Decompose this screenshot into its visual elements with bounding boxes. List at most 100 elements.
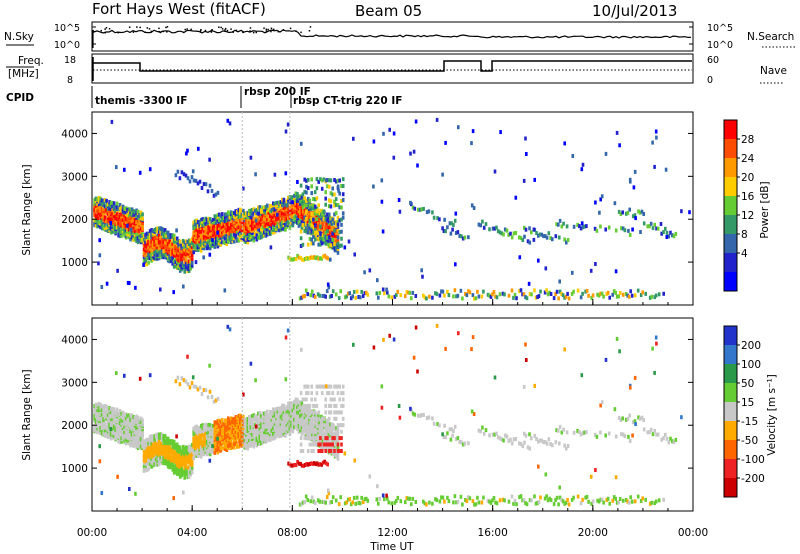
power-cell — [390, 295, 394, 300]
velocity-cell — [218, 418, 221, 423]
power-cell — [233, 222, 236, 227]
velocity-cell — [270, 419, 274, 424]
power-cell — [300, 212, 304, 217]
power-cell — [507, 293, 511, 298]
velocity-cell — [269, 432, 272, 437]
velocity-cell — [303, 415, 307, 420]
power-cell — [363, 291, 367, 296]
velocity-cell — [93, 413, 96, 418]
velocity-cell — [199, 448, 203, 453]
power-noise — [284, 171, 288, 176]
velocity-cell — [296, 405, 299, 409]
velocity-cell — [180, 461, 183, 466]
power-cell — [166, 244, 170, 249]
power-cell — [221, 217, 224, 222]
power-cell — [177, 253, 180, 258]
velocity-cell — [251, 442, 254, 447]
power-cell — [341, 198, 345, 202]
power-cell — [174, 236, 177, 241]
power-cell — [263, 217, 266, 221]
velocity-cell — [142, 468, 146, 473]
velocity-cell — [166, 441, 170, 446]
nsky-dot — [224, 29, 226, 31]
power-cell — [456, 230, 460, 235]
nsky-dot — [289, 27, 292, 30]
power-cell — [291, 207, 295, 212]
power-cell — [248, 229, 251, 233]
power-cell — [343, 295, 347, 300]
power-noise — [223, 288, 227, 293]
velocity-cell — [196, 444, 200, 449]
power-cell — [96, 214, 99, 219]
velocity-cell — [296, 401, 299, 406]
velocity-cell — [117, 427, 120, 432]
power-cell — [272, 212, 275, 217]
power-cell — [139, 234, 143, 238]
velocity-cell — [318, 426, 322, 431]
power-cell — [124, 231, 128, 236]
power-cell — [163, 228, 167, 233]
power-cell — [141, 226, 144, 231]
velocity-cell — [242, 431, 245, 436]
power-cell — [308, 198, 312, 203]
power-noise — [380, 199, 384, 204]
power-cell — [129, 223, 132, 228]
power-cell — [246, 236, 250, 241]
power-cell — [169, 255, 173, 260]
velocity-cell — [117, 423, 120, 428]
power-cell — [311, 221, 314, 226]
power-cell — [293, 193, 296, 198]
power-cell — [584, 289, 587, 294]
power-cell — [99, 200, 102, 205]
power-cell — [608, 295, 611, 300]
power-cell — [510, 288, 514, 293]
velocity-cell — [237, 413, 241, 418]
velocity-cell — [166, 436, 170, 441]
power-cell — [628, 207, 631, 212]
power-cell — [664, 226, 667, 231]
nsky-dot — [226, 29, 229, 32]
velocity-cell — [215, 444, 218, 449]
power-cell — [145, 248, 149, 253]
velocity-cell — [299, 417, 302, 421]
power-cell — [477, 222, 481, 227]
velocity-cell — [297, 400, 301, 405]
velocity-cell — [303, 433, 307, 438]
power-cell — [189, 242, 192, 247]
velocity-cell — [109, 436, 113, 441]
power-cell — [261, 217, 265, 222]
power-cell — [150, 239, 153, 244]
power-cell — [251, 217, 254, 222]
power-cell — [105, 207, 108, 212]
power-cell — [205, 231, 209, 236]
power-cell — [233, 214, 236, 219]
power-cell — [324, 230, 327, 235]
power-cell — [387, 294, 391, 299]
power-cell — [294, 213, 298, 218]
nsky-dot — [282, 29, 285, 31]
velocity-cell — [208, 428, 212, 433]
velocity-cell — [198, 443, 201, 448]
power-cell — [327, 233, 331, 238]
velocity-cell — [233, 420, 236, 425]
nsky-dot — [265, 30, 268, 32]
velocity-cell — [102, 420, 105, 425]
velocity-cell — [314, 412, 317, 417]
power-colorbar-tick-label: 24 — [741, 153, 755, 165]
power-cell — [361, 294, 365, 299]
velocity-cell — [287, 405, 290, 410]
velocity-cell — [222, 434, 226, 439]
velocity-cell — [260, 436, 263, 441]
power-cell — [317, 208, 320, 213]
power-cell — [234, 212, 238, 217]
nsky-dot — [132, 31, 135, 33]
power-cell — [192, 234, 195, 239]
power-cell — [327, 212, 331, 217]
power-cell — [193, 222, 197, 227]
power-noise — [343, 245, 347, 250]
velocity-cell — [114, 420, 117, 425]
velocity-cell — [199, 432, 203, 437]
power-cell — [330, 294, 333, 298]
power-cell — [111, 211, 114, 216]
power-cell — [200, 186, 204, 190]
